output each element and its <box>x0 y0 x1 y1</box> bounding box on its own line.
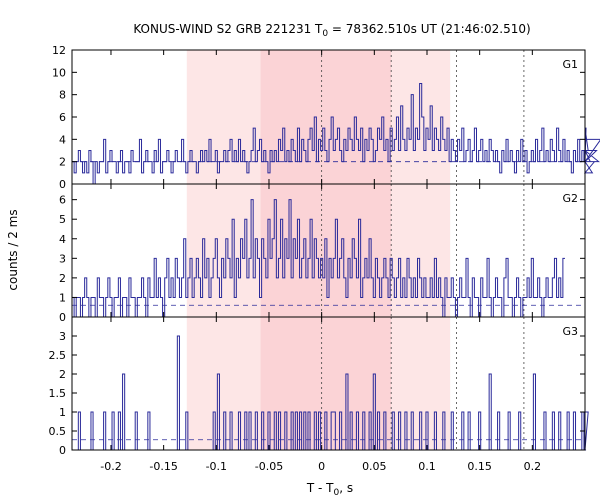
y-tick-label-g1-1: 2 <box>59 156 66 169</box>
x-tick-label-0: -0.2 <box>100 460 121 473</box>
y-tick-label-g2-4: 4 <box>59 233 66 246</box>
y-tick-label-g3-1: 0.5 <box>49 425 67 438</box>
y-tick-label-g3-4: 2 <box>59 368 66 381</box>
panel-g3: 0 0.5 1 1.5 2 2.5 3 G3 <box>49 316 589 457</box>
x-axis-label-rest: , s <box>339 481 353 495</box>
y-tick-label-g3-6: 3 <box>59 330 66 343</box>
y-tick-label-g2-0: 0 <box>59 311 66 324</box>
y-tick-label-g1-6: 12 <box>52 44 66 57</box>
y-tick-label-g3-5: 2.5 <box>49 349 67 362</box>
y-tick-label-g3-0: 0 <box>59 444 66 457</box>
x-axis-label: T - T0, s <box>306 481 353 498</box>
chart-title-main: KONUS-WIND S2 GRB 221231 T <box>133 22 323 36</box>
y-tick-label-g2-5: 5 <box>59 213 66 226</box>
panel-g2: 0 1 2 3 4 5 6 G2 <box>59 183 586 324</box>
x-tick-label-3: -0.05 <box>255 460 283 473</box>
x-tick-label-5: 0.05 <box>362 460 387 473</box>
y-tick-label-g1-0: 0 <box>59 178 66 191</box>
x-axis-label-main: T - T <box>306 481 334 495</box>
x-tick-label-6: 0.1 <box>418 460 436 473</box>
chart-title: KONUS-WIND S2 GRB 221231 T0 = 78362.510s… <box>133 22 530 39</box>
x-tick-label-8: 0.2 <box>524 460 542 473</box>
panel-label-g1: G1 <box>562 58 578 71</box>
y-tick-label-g1-5: 10 <box>52 66 66 79</box>
panel-frame-g3 <box>71 316 586 451</box>
panel-label-g3: G3 <box>562 325 578 338</box>
x-tick-label-4: 0 <box>318 460 325 473</box>
x-tick-label-7: 0.15 <box>467 460 492 473</box>
y-tick-label-g2-2: 2 <box>59 272 66 285</box>
chart-title-subscript: 0 <box>322 29 328 39</box>
panel-label-g2: G2 <box>562 192 578 205</box>
y-tick-label-g2-6: 6 <box>59 194 66 207</box>
y-tick-label-g3-3: 1.5 <box>49 387 67 400</box>
y-axis-label: counts / 2 ms <box>6 209 20 290</box>
y-tick-label-g2-1: 1 <box>59 291 66 304</box>
y-tick-label-g1-4: 8 <box>59 89 66 102</box>
lightcurve-g1 <box>72 83 600 185</box>
x-tick-label-2: -0.1 <box>206 460 227 473</box>
y-tick-label-g2-3: 3 <box>59 252 66 265</box>
y-tick-label-g3-2: 1 <box>59 406 66 419</box>
y-tick-label-g1-3: 6 <box>59 111 66 124</box>
x-tick-label-1: -0.15 <box>149 460 177 473</box>
x-axis-label-subscript: 0 <box>334 488 340 498</box>
y-tick-label-g1-2: 4 <box>59 133 66 146</box>
chart-title-rest: = 78362.510s UT (21:46:02.510) <box>328 22 531 36</box>
